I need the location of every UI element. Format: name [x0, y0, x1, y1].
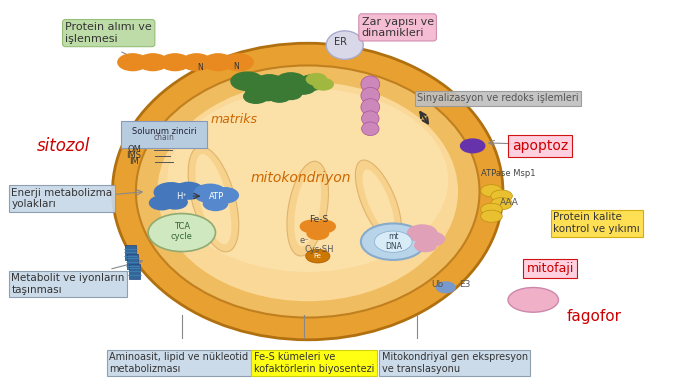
- Circle shape: [276, 73, 306, 90]
- Circle shape: [460, 139, 485, 153]
- Circle shape: [231, 72, 263, 90]
- Circle shape: [481, 210, 502, 222]
- Circle shape: [306, 74, 327, 85]
- Text: Ub: Ub: [431, 280, 443, 289]
- Circle shape: [194, 184, 226, 203]
- Text: TCA
cycle: TCA cycle: [171, 222, 193, 241]
- Circle shape: [154, 183, 188, 202]
- Text: mitokondriyon: mitokondriyon: [251, 171, 351, 185]
- Ellipse shape: [136, 65, 479, 318]
- Text: E3: E3: [459, 280, 470, 289]
- Ellipse shape: [158, 82, 458, 301]
- FancyBboxPatch shape: [129, 264, 140, 279]
- Text: OM: OM: [128, 145, 142, 154]
- Text: Metabolit ve iyonların
taşınması: Metabolit ve iyonların taşınması: [11, 273, 125, 295]
- Text: IMS: IMS: [126, 151, 141, 160]
- Circle shape: [160, 54, 190, 70]
- Ellipse shape: [327, 31, 363, 59]
- Ellipse shape: [356, 160, 402, 242]
- Text: Sinyalizasyon ve redoks işlemleri: Sinyalizasyon ve redoks işlemleri: [418, 93, 579, 103]
- Text: ATPase Msp1: ATPase Msp1: [481, 169, 535, 178]
- Text: fagofor: fagofor: [566, 309, 621, 324]
- Circle shape: [280, 87, 301, 100]
- Circle shape: [268, 89, 291, 102]
- Circle shape: [299, 75, 327, 90]
- Circle shape: [255, 75, 284, 92]
- Circle shape: [203, 197, 228, 211]
- Circle shape: [268, 80, 293, 94]
- Text: Fe-S kümeleri ve
kofaktörlerin biyosentezi: Fe-S kümeleri ve kofaktörlerin biyosente…: [254, 352, 375, 373]
- Circle shape: [420, 232, 444, 246]
- Circle shape: [182, 54, 212, 70]
- Circle shape: [290, 80, 316, 94]
- FancyBboxPatch shape: [121, 121, 208, 148]
- Text: N: N: [197, 63, 203, 72]
- Text: mitofaji: mitofaji: [527, 262, 574, 275]
- Circle shape: [224, 54, 254, 70]
- Text: Mitokondriyal gen ekspresyon
ve translasyonu: Mitokondriyal gen ekspresyon ve translas…: [382, 352, 528, 373]
- Text: Solunum zinciri: Solunum zinciri: [132, 127, 197, 136]
- Text: N: N: [233, 62, 239, 71]
- Circle shape: [481, 185, 502, 197]
- Circle shape: [408, 225, 437, 242]
- Circle shape: [481, 203, 502, 216]
- Circle shape: [212, 188, 239, 203]
- Text: Zar yapısı ve
dinamikleri: Zar yapısı ve dinamikleri: [362, 16, 434, 38]
- Ellipse shape: [287, 161, 329, 256]
- Ellipse shape: [294, 171, 321, 247]
- Circle shape: [148, 214, 216, 252]
- Ellipse shape: [362, 169, 394, 232]
- Circle shape: [313, 79, 333, 90]
- Circle shape: [138, 54, 168, 70]
- Ellipse shape: [167, 88, 448, 272]
- Text: matriks: matriks: [210, 113, 257, 126]
- Text: Enerji metabolizma
yolakları: Enerji metabolizma yolakları: [11, 188, 113, 209]
- Text: chain: chain: [154, 133, 175, 142]
- Ellipse shape: [195, 154, 231, 244]
- Circle shape: [314, 220, 335, 232]
- Circle shape: [307, 227, 329, 239]
- Ellipse shape: [361, 99, 380, 115]
- Circle shape: [149, 196, 174, 210]
- Circle shape: [174, 182, 203, 199]
- Text: sitozol: sitozol: [37, 137, 90, 155]
- Text: Protein kalite
kontrol ve yıkımı: Protein kalite kontrol ve yıkımı: [554, 213, 640, 234]
- Ellipse shape: [361, 76, 380, 93]
- Text: ER: ER: [333, 37, 347, 47]
- Circle shape: [436, 282, 455, 293]
- Text: apoptoz: apoptoz: [512, 139, 568, 153]
- Circle shape: [491, 198, 512, 210]
- Circle shape: [415, 239, 436, 252]
- FancyBboxPatch shape: [127, 254, 138, 270]
- Text: Cys·SH: Cys·SH: [304, 245, 334, 254]
- Text: H⁺: H⁺: [176, 192, 187, 201]
- Circle shape: [375, 231, 412, 252]
- Text: IM: IM: [129, 157, 139, 166]
- Text: Protein alımı ve
işlenmesi: Protein alımı ve işlenmesi: [66, 22, 152, 44]
- Ellipse shape: [112, 43, 503, 340]
- Ellipse shape: [508, 288, 558, 312]
- Text: Fe: Fe: [314, 253, 322, 259]
- Ellipse shape: [188, 146, 239, 252]
- Circle shape: [306, 249, 330, 263]
- Circle shape: [256, 88, 278, 101]
- Text: e⁻: e⁻: [299, 236, 309, 246]
- Circle shape: [491, 190, 512, 202]
- Text: Aminoasit, lipid ve nükleotid
metabolizması: Aminoasit, lipid ve nükleotid metabolizm…: [109, 352, 248, 373]
- Circle shape: [118, 54, 147, 70]
- FancyBboxPatch shape: [125, 245, 136, 260]
- Ellipse shape: [361, 87, 380, 104]
- Circle shape: [163, 195, 187, 209]
- Circle shape: [361, 223, 425, 260]
- Ellipse shape: [362, 111, 379, 126]
- Text: Fe-S: Fe-S: [310, 215, 329, 224]
- Text: ATP: ATP: [209, 192, 224, 201]
- Circle shape: [203, 54, 233, 70]
- Ellipse shape: [362, 122, 379, 136]
- Circle shape: [245, 81, 272, 97]
- Text: mt
DNA: mt DNA: [385, 232, 402, 251]
- Text: AAA: AAA: [500, 198, 518, 208]
- Circle shape: [244, 90, 268, 103]
- Circle shape: [300, 220, 322, 232]
